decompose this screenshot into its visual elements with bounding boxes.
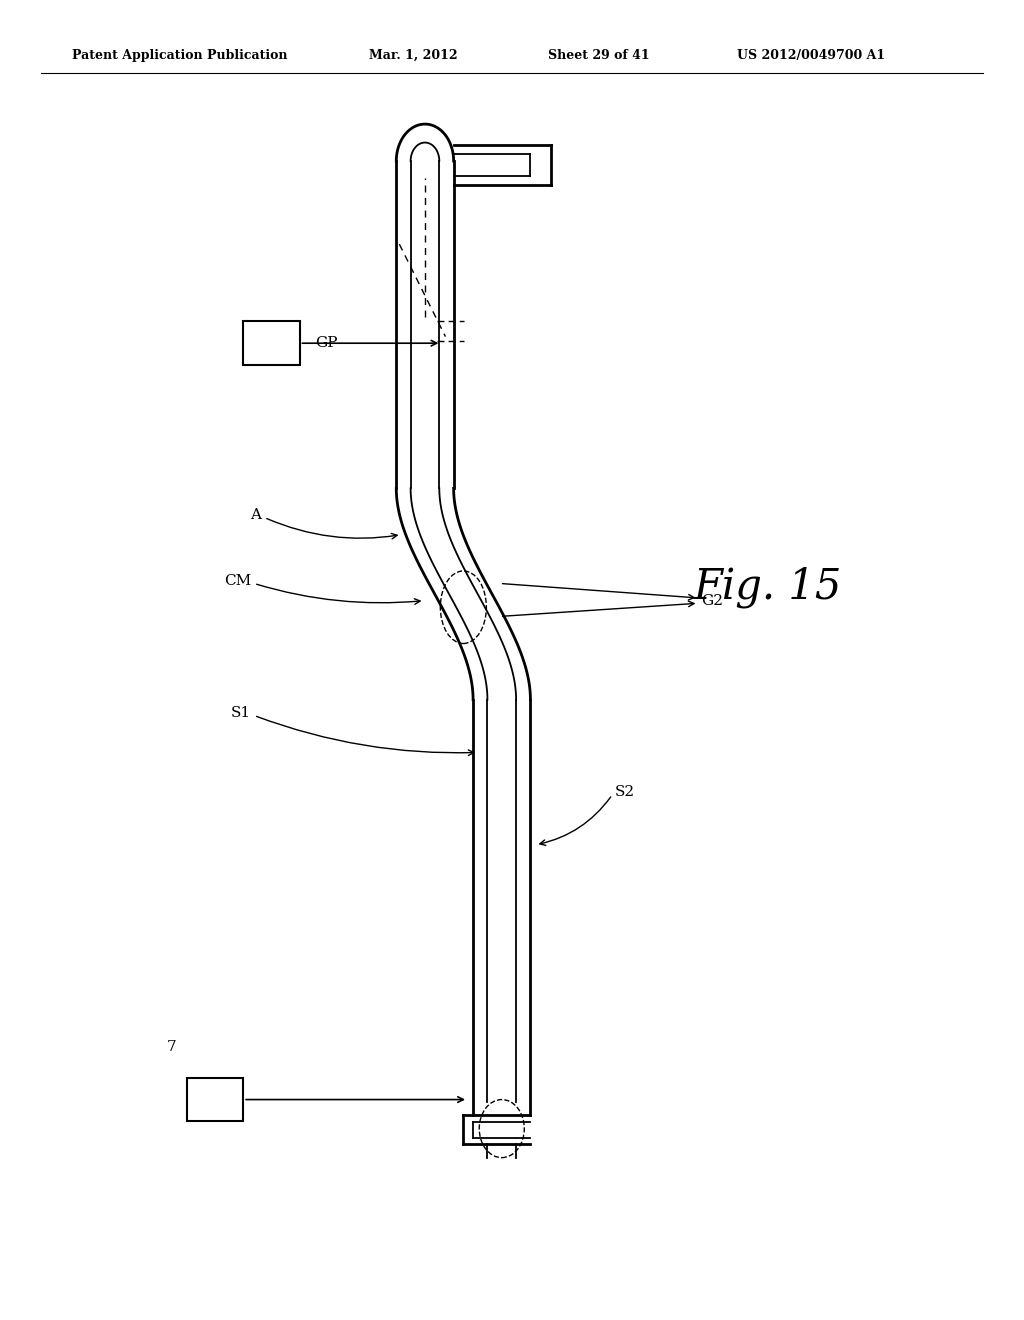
Text: GP: GP xyxy=(315,337,337,350)
Text: Sheet 29 of 41: Sheet 29 of 41 xyxy=(548,49,649,62)
Text: Patent Application Publication: Patent Application Publication xyxy=(72,49,287,62)
Text: Fig. 15: Fig. 15 xyxy=(694,566,842,609)
Bar xyxy=(186,1077,244,1121)
Text: 7: 7 xyxy=(167,1040,176,1053)
Text: G2: G2 xyxy=(701,594,723,607)
Text: Mar. 1, 2012: Mar. 1, 2012 xyxy=(369,49,458,62)
Text: S2: S2 xyxy=(614,785,635,799)
Text: CM: CM xyxy=(223,574,251,587)
Text: A: A xyxy=(250,508,261,521)
Text: US 2012/0049700 A1: US 2012/0049700 A1 xyxy=(737,49,886,62)
Bar xyxy=(244,321,300,364)
Text: S1: S1 xyxy=(230,706,251,719)
